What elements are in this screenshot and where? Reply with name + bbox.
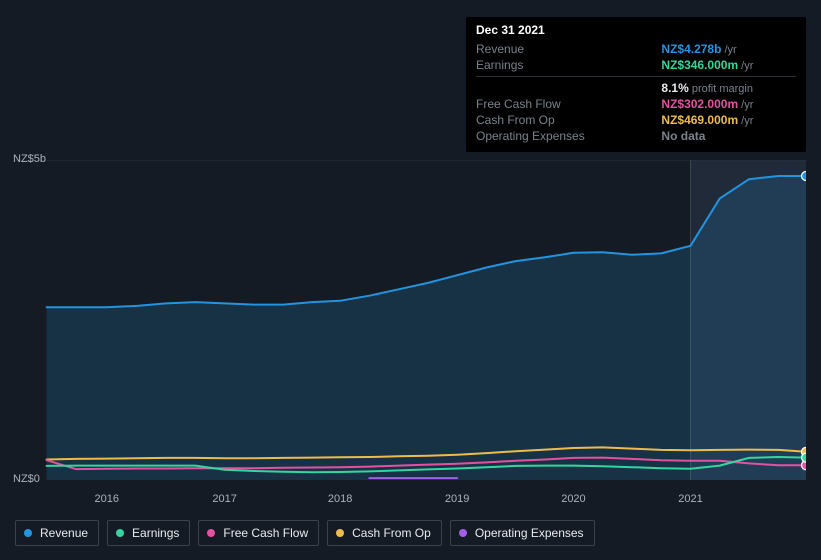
x-axis-label: 2017 — [212, 493, 236, 505]
y-axis-label: NZ$5b — [13, 153, 27, 165]
tooltip-row: RevenueNZ$4.278b /yr — [476, 41, 796, 57]
legend-dot-icon — [207, 529, 215, 537]
legend-item[interactable]: Operating Expenses — [450, 520, 595, 546]
x-axis-label: 2020 — [561, 493, 585, 505]
legend-label: Earnings — [132, 526, 179, 540]
legend-dot-icon — [336, 529, 344, 537]
legend-item[interactable]: Revenue — [15, 520, 99, 546]
tooltip-row-label: Free Cash Flow — [476, 96, 661, 112]
y-axis-label: NZ$0 — [13, 473, 27, 485]
revenue-chart[interactable]: NZ$5bNZ$0 201620172018201920202021 — [15, 160, 806, 490]
tooltip-row: 8.1% profit margin — [476, 80, 796, 96]
legend-dot-icon — [24, 529, 32, 537]
tooltip-date: Dec 31 2021 — [476, 23, 796, 37]
legend-item[interactable]: Earnings — [107, 520, 190, 546]
tooltip-row-label: Operating Expenses — [476, 128, 661, 144]
tooltip-row-value: NZ$4.278b /yr — [661, 41, 796, 57]
legend-label: Cash From Op — [352, 526, 431, 540]
tooltip-row-value: NZ$302.000m /yr — [661, 96, 796, 112]
legend-label: Free Cash Flow — [223, 526, 308, 540]
tooltip-row-label: Cash From Op — [476, 112, 661, 128]
tooltip-row: EarningsNZ$346.000m /yr — [476, 57, 796, 73]
chart-tooltip: Dec 31 2021 RevenueNZ$4.278b /yrEarnings… — [466, 17, 806, 152]
tooltip-row: Cash From OpNZ$469.000m /yr — [476, 112, 796, 128]
tooltip-row-label: Revenue — [476, 41, 661, 57]
tooltip-row-value: 8.1% profit margin — [661, 80, 796, 96]
x-axis-label: 2021 — [678, 493, 702, 505]
legend-item[interactable]: Cash From Op — [327, 520, 442, 546]
tooltip-row-value: NZ$346.000m /yr — [661, 57, 796, 73]
tooltip-row: Operating ExpensesNo data — [476, 128, 796, 144]
legend-item[interactable]: Free Cash Flow — [198, 520, 319, 546]
legend-label: Revenue — [40, 526, 88, 540]
tooltip-row-value: No data — [661, 128, 796, 144]
x-axis-label: 2016 — [95, 493, 119, 505]
tooltip-row-label: Earnings — [476, 57, 661, 73]
legend: Revenue Earnings Free Cash Flow Cash From O… — [15, 520, 595, 546]
legend-label: Operating Expenses — [475, 526, 584, 540]
x-axis-label: 2018 — [328, 493, 352, 505]
tooltip-table: RevenueNZ$4.278b /yrEarningsNZ$346.000m … — [476, 41, 796, 144]
x-axis-label: 2019 — [445, 493, 469, 505]
tooltip-row-value: NZ$469.000m /yr — [661, 112, 796, 128]
legend-dot-icon — [459, 529, 467, 537]
legend-dot-icon — [116, 529, 124, 537]
tooltip-row: Free Cash FlowNZ$302.000m /yr — [476, 96, 796, 112]
tooltip-row-label — [476, 80, 661, 96]
